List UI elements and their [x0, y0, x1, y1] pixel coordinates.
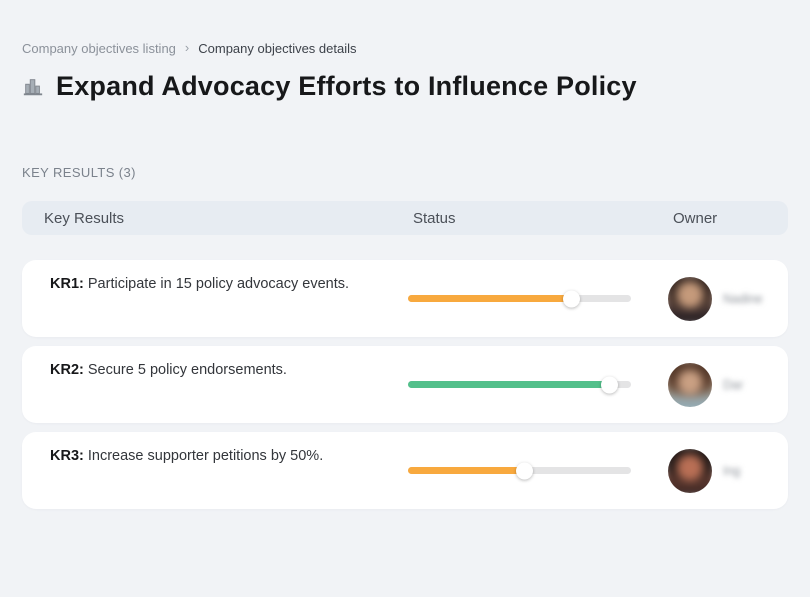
kr-label: KR3:	[50, 448, 84, 464]
status-cell	[408, 432, 668, 509]
owner-cell: Ing	[668, 432, 788, 509]
kr-description: Secure 5 policy endorsements.	[87, 362, 287, 378]
title-row: Expand Advocacy Efforts to Influence Pol…	[22, 71, 788, 102]
breadcrumb-item-listing[interactable]: Company objectives listing	[22, 41, 176, 56]
owner-cell: Nadine	[668, 260, 788, 337]
key-result-row-1[interactable]: KR1: Participate in 15 policy advocacy e…	[22, 260, 788, 337]
key-result-row-2[interactable]: KR2: Secure 5 policy endorsements. Dar	[22, 346, 788, 423]
progress-fill	[408, 295, 571, 302]
progress-slider[interactable]	[408, 462, 631, 479]
progress-fill	[408, 381, 609, 388]
breadcrumb-item-details: Company objectives details	[198, 41, 357, 56]
key-results-list: KR1: Participate in 15 policy advocacy e…	[22, 260, 788, 509]
progress-slider[interactable]	[408, 290, 631, 307]
column-header-status: Status	[413, 209, 456, 227]
kr-description: Increase supporter petitions by 50%.	[87, 448, 324, 464]
table-header: Key Results Status Owner	[22, 201, 788, 235]
progress-knob[interactable]	[562, 290, 580, 307]
avatar	[668, 362, 712, 407]
owner-name: Nadine	[723, 291, 763, 306]
kr-label: KR1:	[50, 276, 84, 292]
key-result-row-3[interactable]: KR3: Increase supporter petitions by 50%…	[22, 432, 788, 509]
progress-knob[interactable]	[600, 376, 618, 393]
kr-label: KR2:	[50, 362, 84, 378]
progress-fill	[408, 467, 524, 474]
owner-cell: Dar	[668, 346, 788, 423]
key-result-text: KR2: Secure 5 policy endorsements.	[22, 346, 408, 423]
page-title: Expand Advocacy Efforts to Influence Pol…	[56, 71, 637, 101]
progress-knob[interactable]	[515, 462, 533, 479]
kr-description: Participate in 15 policy advocacy events…	[87, 276, 350, 292]
key-result-text: KR1: Participate in 15 policy advocacy e…	[22, 260, 408, 337]
column-header-owner: Owner	[673, 209, 718, 227]
page-content: Company objectives listing › Company obj…	[0, 41, 810, 509]
chevron-right-icon: ›	[184, 40, 190, 55]
owner-name: Ing	[723, 463, 741, 478]
progress-slider[interactable]	[408, 376, 631, 393]
avatar	[668, 276, 712, 321]
avatar	[668, 448, 712, 493]
column-header-key-results: Key Results	[44, 209, 125, 227]
breadcrumb: Company objectives listing › Company obj…	[22, 41, 788, 56]
city-buildings-icon	[23, 78, 43, 95]
status-cell	[408, 346, 668, 423]
key-result-text: KR3: Increase supporter petitions by 50%…	[22, 432, 408, 509]
key-results-section-label: KEY RESULTS (3)	[22, 165, 136, 180]
status-cell	[408, 260, 668, 337]
owner-name: Dar	[723, 377, 744, 392]
